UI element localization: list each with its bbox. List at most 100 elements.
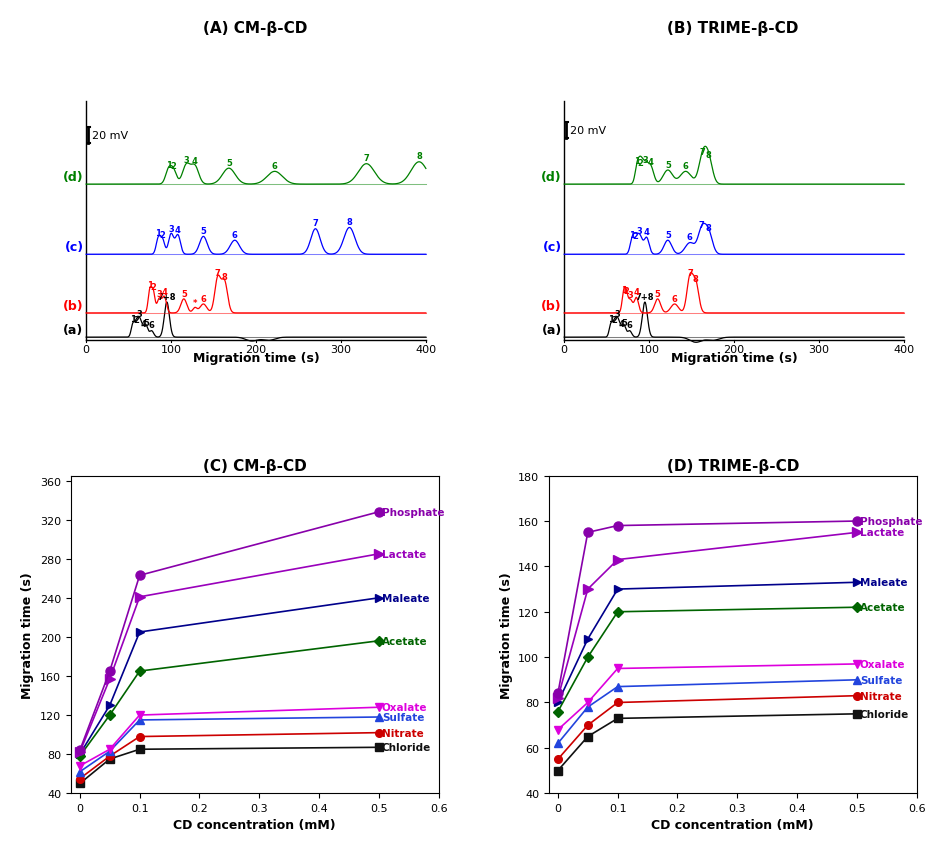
- Text: 6: 6: [200, 294, 206, 304]
- Text: 6: 6: [231, 230, 238, 240]
- Text: 6: 6: [148, 321, 154, 330]
- Text: 2: 2: [160, 230, 165, 240]
- Text: 5: 5: [226, 159, 231, 168]
- Text: 2: 2: [623, 287, 629, 296]
- Title: (A) CM-β-CD: (A) CM-β-CD: [202, 20, 307, 36]
- Text: 4: 4: [175, 225, 180, 235]
- Text: Acetate: Acetate: [859, 602, 904, 612]
- Text: 0: 0: [82, 345, 90, 355]
- Text: 8: 8: [222, 273, 228, 281]
- Text: 8: 8: [692, 275, 698, 283]
- Text: 200: 200: [723, 345, 744, 355]
- Text: 6: 6: [682, 162, 688, 171]
- Text: 100: 100: [160, 345, 181, 355]
- Text: Sulfate: Sulfate: [381, 712, 424, 722]
- Text: Sulfate: Sulfate: [859, 675, 902, 685]
- Text: Phosphate: Phosphate: [859, 516, 921, 526]
- Text: 4: 4: [618, 320, 624, 328]
- Text: (d): (d): [63, 171, 83, 183]
- Text: 5: 5: [665, 230, 670, 240]
- Text: 8: 8: [415, 153, 422, 161]
- Title: (C) CM-β-CD: (C) CM-β-CD: [203, 459, 306, 473]
- Text: 3: 3: [615, 310, 620, 319]
- Text: 7+8: 7+8: [635, 293, 653, 301]
- Text: 7: 7: [214, 268, 221, 277]
- Text: 20 mV: 20 mV: [569, 126, 606, 136]
- Text: 7: 7: [312, 219, 318, 229]
- Text: 7: 7: [699, 220, 704, 229]
- Text: Phosphate: Phosphate: [381, 508, 444, 517]
- Text: 1: 1: [607, 315, 614, 324]
- Text: (d): (d): [541, 171, 561, 183]
- Text: 1: 1: [633, 157, 639, 165]
- Text: Oxalate: Oxalate: [859, 659, 904, 669]
- Text: 300: 300: [330, 345, 351, 355]
- Text: 8: 8: [705, 223, 711, 233]
- X-axis label: CD concentration (mM): CD concentration (mM): [174, 819, 336, 832]
- Text: 8: 8: [346, 218, 352, 227]
- Text: 3: 3: [137, 310, 143, 319]
- Text: Lactate: Lactate: [859, 528, 903, 537]
- Text: 5: 5: [180, 289, 187, 299]
- Text: 1: 1: [146, 281, 153, 290]
- Title: (D) TRIME-β-CD: (D) TRIME-β-CD: [666, 459, 798, 473]
- Text: 3: 3: [156, 289, 162, 299]
- Text: 4: 4: [648, 158, 653, 167]
- Text: 5: 5: [621, 318, 627, 328]
- Text: (b): (b): [541, 299, 561, 312]
- Text: Oxalate: Oxalate: [381, 702, 427, 712]
- Text: 4: 4: [161, 287, 167, 296]
- Text: 2: 2: [171, 162, 177, 171]
- Text: 4: 4: [192, 157, 197, 165]
- Text: 4: 4: [643, 228, 649, 237]
- Text: 2: 2: [133, 316, 139, 325]
- Text: 2: 2: [637, 159, 643, 168]
- X-axis label: CD concentration (mM): CD concentration (mM): [650, 819, 813, 832]
- Text: (c): (c): [64, 241, 83, 253]
- Text: 100: 100: [638, 345, 659, 355]
- Text: 4: 4: [632, 288, 639, 297]
- Text: 5: 5: [665, 160, 670, 170]
- Text: 3: 3: [168, 224, 174, 233]
- Text: 2: 2: [611, 316, 616, 325]
- Text: (b): (b): [63, 299, 83, 312]
- Text: Acetate: Acetate: [381, 636, 427, 646]
- Text: 3: 3: [627, 291, 632, 299]
- Text: 3: 3: [636, 227, 642, 235]
- Text: 400: 400: [414, 345, 436, 355]
- Y-axis label: Migration time (s): Migration time (s): [22, 572, 34, 698]
- Text: 1: 1: [165, 160, 171, 170]
- Text: 300: 300: [808, 345, 829, 355]
- Text: 7: 7: [699, 148, 705, 157]
- Text: (a): (a): [541, 323, 561, 336]
- Text: Chloride: Chloride: [859, 709, 908, 719]
- Text: 7: 7: [686, 268, 692, 277]
- Text: 400: 400: [892, 345, 914, 355]
- Text: 5: 5: [654, 289, 660, 299]
- Text: 200: 200: [245, 345, 266, 355]
- Text: 6: 6: [686, 233, 692, 242]
- Text: 2: 2: [150, 283, 156, 292]
- Text: Lactate: Lactate: [381, 549, 426, 560]
- Text: 5: 5: [200, 227, 206, 235]
- Text: 6: 6: [272, 162, 278, 171]
- Text: Migration time (s): Migration time (s): [670, 351, 797, 365]
- Text: 3: 3: [641, 155, 647, 165]
- Text: 5: 5: [143, 318, 149, 328]
- Title: (B) TRIME-β-CD: (B) TRIME-β-CD: [666, 20, 798, 36]
- Text: Maleate: Maleate: [381, 593, 429, 603]
- Text: 6: 6: [671, 294, 677, 304]
- Text: 1: 1: [620, 286, 626, 294]
- Text: Migration time (s): Migration time (s): [193, 351, 319, 365]
- Text: 1: 1: [629, 230, 634, 240]
- Text: 1: 1: [129, 315, 136, 324]
- Text: (a): (a): [63, 323, 83, 336]
- Text: 7+8: 7+8: [158, 293, 176, 301]
- Text: 8: 8: [705, 150, 711, 160]
- Text: 0: 0: [560, 345, 567, 355]
- Text: Nitrate: Nitrate: [381, 728, 423, 738]
- Text: Chloride: Chloride: [381, 742, 430, 752]
- Text: *: *: [193, 299, 197, 307]
- Text: (c): (c): [542, 241, 561, 253]
- Text: Nitrate: Nitrate: [859, 691, 901, 701]
